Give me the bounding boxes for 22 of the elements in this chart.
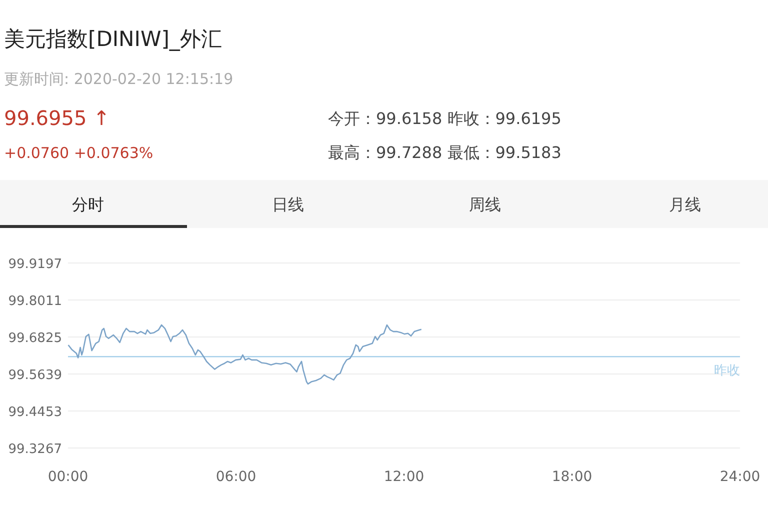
annotation: 日线 [272,195,304,214]
x-tick-label: 12:00 [384,469,424,485]
y-tick-label: 99.9197 [8,257,62,272]
y-tick-label: 99.4453 [8,405,62,420]
y-tick-label: 99.8011 [8,294,62,309]
x-tick-label: 18:00 [552,469,592,485]
annotation: +0.0760 +0.0763% [4,144,154,162]
annotation: 今开：99.6158 昨收：99.6195 [328,109,562,128]
plot: 99.9197 99.8011 99.6825 99.5639 99.4453 99.3267 00:00 06:00 12:00 18:00 24:00 昨收 [8,257,760,485]
y-tick-label: 99.6825 [8,331,62,346]
y-tick-label: 99.3267 [8,442,62,457]
y-tick-label: 99.5639 [8,368,62,383]
annotation: 最高：99.7288 最低：99.5183 [328,143,562,162]
title: 美元指数[DINIW]_外汇 [4,27,222,51]
x-tick-label: 00:00 [48,469,88,485]
annotation: 月线 [669,195,701,214]
annotation: 周线 [469,195,501,214]
annotation: 分时 [72,195,104,214]
x-tick-label: 06:00 [216,469,256,485]
annotation: 99.6955 ↑ [4,106,110,130]
subtitle: 更新时间: 2020-02-20 12:15:19 [4,70,234,88]
x-tick-label: 24:00 [720,469,760,485]
